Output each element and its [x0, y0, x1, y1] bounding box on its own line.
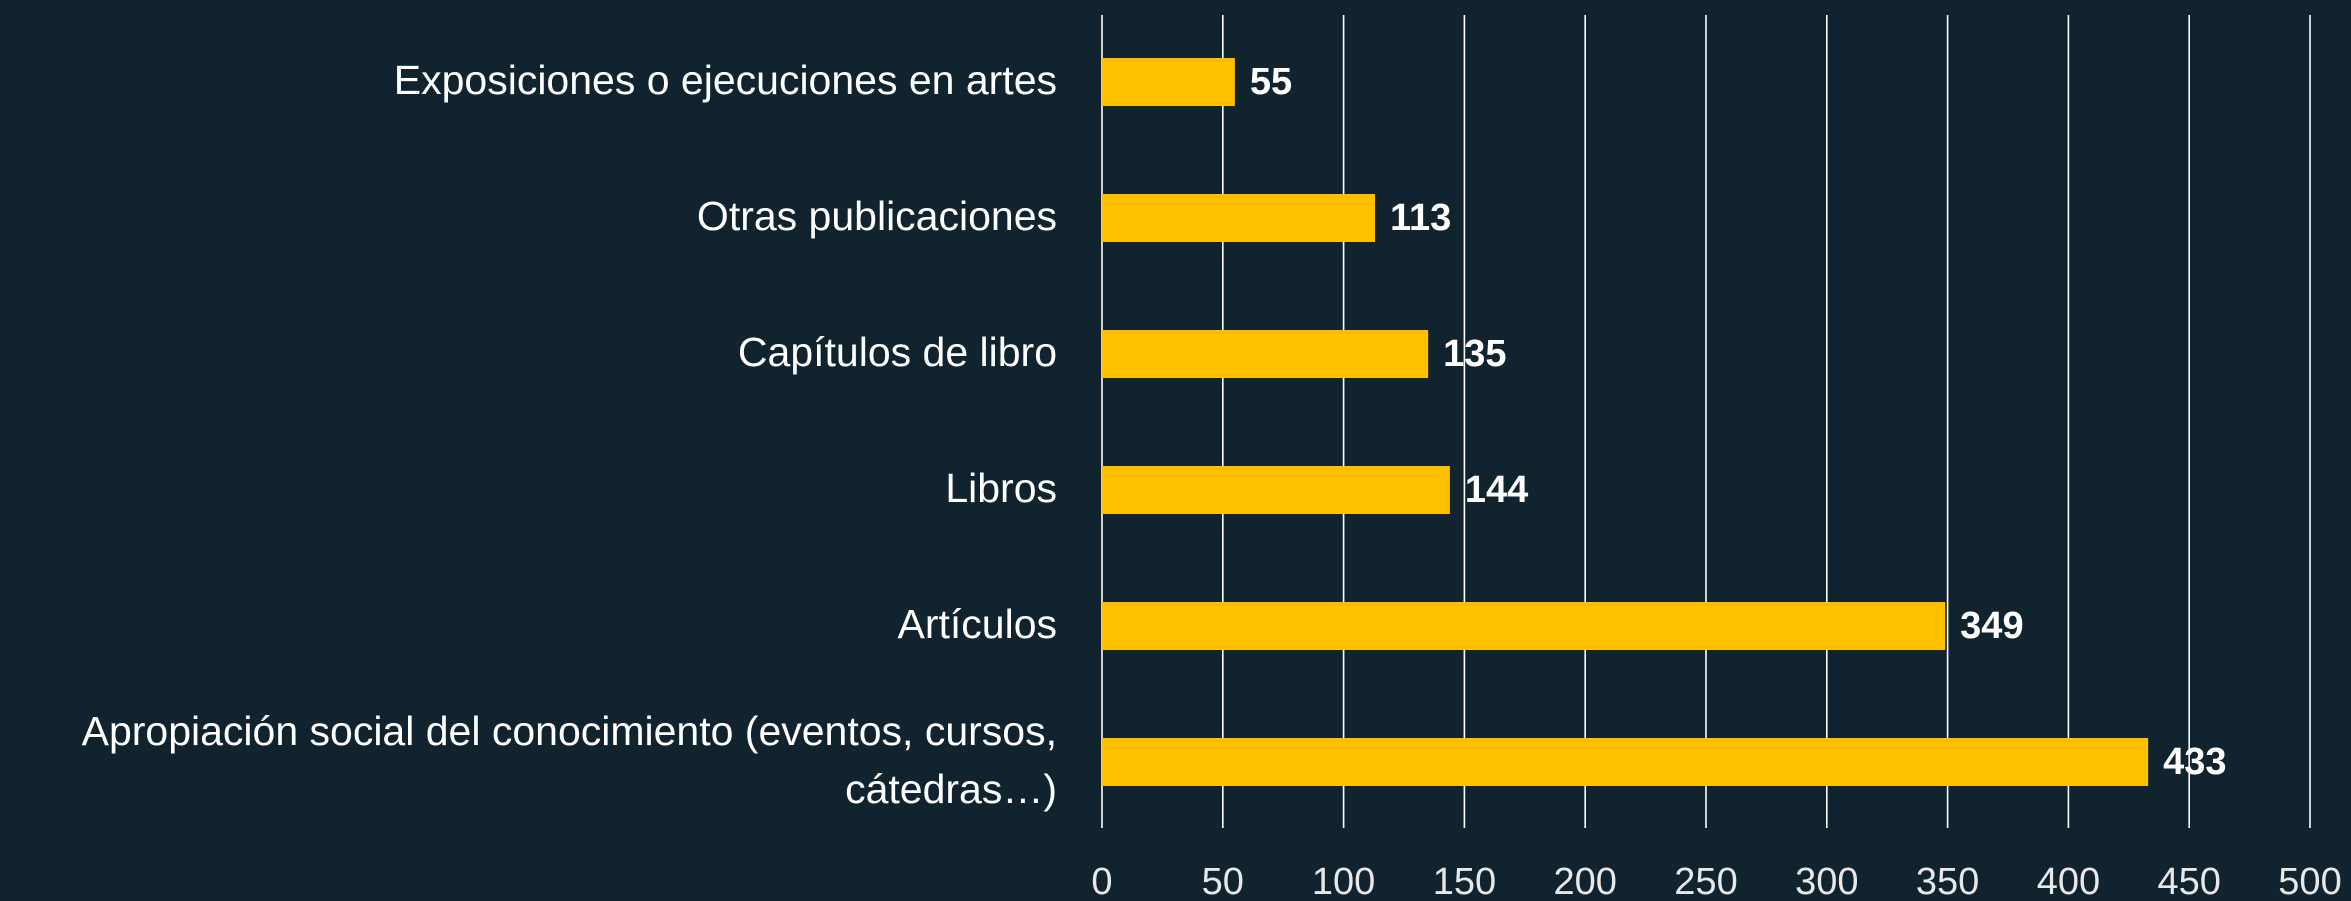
x-tick-label: 450 — [2157, 861, 2220, 901]
data-label: 135 — [1443, 333, 1506, 375]
data-label: 113 — [1390, 197, 1451, 239]
category-label: Capítulos de libro — [737, 329, 1057, 375]
bar — [1102, 602, 1946, 650]
x-tick-label: 400 — [2037, 861, 2100, 901]
bar — [1102, 330, 1429, 378]
data-label: 144 — [1465, 469, 1528, 511]
data-label: 433 — [2163, 741, 2226, 783]
category-label: Apropiación social del conocimiento (eve… — [81, 708, 1057, 812]
x-tick-label: 100 — [1312, 861, 1375, 901]
x-tick-label: 150 — [1433, 861, 1496, 901]
bar — [1102, 738, 2149, 786]
x-tick-label: 250 — [1674, 861, 1737, 901]
category-label: Otras publicaciones — [696, 193, 1057, 239]
bar — [1102, 194, 1376, 242]
category-label: Libros — [945, 465, 1057, 511]
data-label: 55 — [1250, 61, 1292, 103]
x-tick-label: 50 — [1202, 861, 1244, 901]
x-tick-label: 200 — [1553, 861, 1616, 901]
x-tick-label: 0 — [1091, 861, 1112, 901]
x-tick-label: 350 — [1916, 861, 1979, 901]
category-label: Artículos — [897, 601, 1058, 647]
category-label: Exposiciones o ejecuciones en artes — [393, 57, 1057, 103]
bar — [1102, 466, 1450, 514]
data-label: 349 — [1960, 605, 2023, 647]
x-tick-label: 500 — [2278, 861, 2341, 901]
x-tick-label: 300 — [1795, 861, 1858, 901]
bar — [1102, 58, 1235, 106]
